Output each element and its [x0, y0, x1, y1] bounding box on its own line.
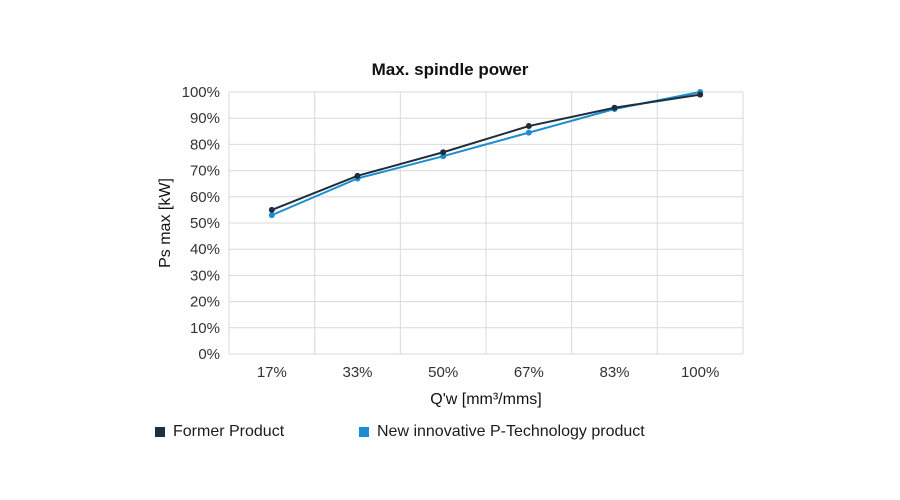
x-tick-label: 17%: [257, 364, 287, 381]
y-tick-label: 0%: [198, 346, 220, 363]
x-tick-label: 33%: [342, 364, 372, 381]
data-point-1-0: [268, 212, 275, 219]
x-axis-label: Q'w [mm³/mms]: [430, 391, 541, 408]
series-group: [268, 89, 704, 219]
y-tick-label: 80%: [190, 136, 220, 153]
y-tick-label: 60%: [190, 189, 220, 206]
legend-item-new: New innovative P-Technology product: [359, 423, 645, 441]
data-point-0-4: [611, 104, 618, 111]
data-point-0-5: [697, 91, 704, 98]
x-tick-label: 67%: [514, 364, 544, 381]
y-axis-label: Ps max [kW]: [157, 178, 174, 268]
data-point-1-3: [525, 129, 532, 136]
legend: Former Product New innovative P-Technolo…: [155, 423, 645, 441]
chart-title: Max. spindle power: [372, 60, 529, 79]
y-tick-label: 100%: [182, 84, 220, 101]
y-tick-label: 50%: [190, 215, 220, 232]
y-tick-label: 10%: [190, 320, 220, 337]
x-tick-label: 83%: [599, 364, 629, 381]
y-tick-label: 20%: [190, 294, 220, 311]
data-point-0-0: [268, 206, 275, 213]
y-tick-label: 40%: [190, 241, 220, 258]
y-tick-label: 30%: [190, 267, 220, 284]
gridlines: [228, 91, 744, 355]
y-axis-ticks: 0% 10% 20% 30% 40% 50% 60% 70% 80% 90% 100%: [182, 84, 220, 363]
legend-swatch-former: [155, 427, 165, 437]
x-tick-label: 100%: [681, 364, 719, 381]
legend-label-new: New innovative P-Technology product: [377, 423, 645, 440]
x-tick-label: 50%: [428, 364, 458, 381]
series-line-0: [271, 93, 701, 211]
legend-item-former: Former Product: [155, 423, 284, 441]
data-point-0-1: [354, 172, 361, 179]
y-tick-label: 70%: [190, 163, 220, 180]
x-axis-ticks: 17% 33% 50% 67% 83% 100%: [257, 364, 720, 381]
data-point-0-3: [525, 123, 532, 130]
legend-swatch-new: [359, 427, 369, 437]
legend-label-former: Former Product: [173, 423, 285, 440]
data-point-0-2: [440, 149, 447, 156]
y-tick-label: 90%: [190, 110, 220, 127]
